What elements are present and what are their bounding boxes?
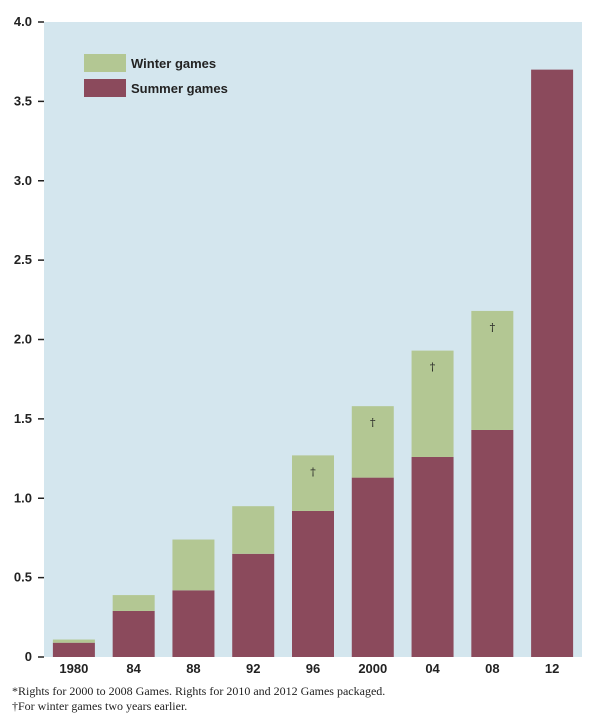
bar-winter-games: [52, 639, 95, 643]
x-tick-label: 04: [425, 661, 440, 676]
bar-summer-games: [112, 610, 155, 657]
bar-summer-games: [531, 69, 574, 657]
dagger-annotation: †: [370, 416, 376, 429]
footnote-winter: †For winter games two years earlier.: [12, 699, 188, 713]
footnote-rights: *Rights for 2000 to 2008 Games. Rights f…: [12, 684, 386, 698]
bar-winter-games: [292, 455, 334, 511]
footnotes: *Rights for 2000 to 2008 Games. Rights f…: [12, 684, 582, 714]
legend-swatch: [84, 54, 126, 72]
y-tick-label: 3.5: [14, 93, 32, 108]
bar-winter-games: [112, 595, 155, 611]
dagger-annotation: †: [310, 465, 316, 478]
bar-summer-games: [292, 510, 334, 657]
legend-label: Summer games: [131, 81, 228, 96]
bar-summer-games: [351, 477, 394, 657]
x-tick-label: 92: [246, 661, 260, 676]
bar-summer-games: [471, 429, 514, 657]
x-tick-label: 1980: [59, 661, 88, 676]
bar-summer-games: [172, 590, 215, 657]
bar-winter-games: [471, 310, 514, 430]
bar-summer-games: [232, 553, 275, 657]
x-tick-label: 84: [126, 661, 141, 676]
legend-swatch: [84, 79, 126, 97]
dagger-annotation: †: [430, 361, 436, 374]
bar-summer-games: [52, 642, 95, 657]
bar-summer-games: [411, 456, 454, 657]
y-tick-label: 1.5: [14, 411, 32, 426]
annotations: † † † †: [310, 321, 495, 478]
bars: [52, 69, 574, 657]
y-tick-label: 1.0: [14, 490, 32, 505]
x-tick-label: 96: [306, 661, 320, 676]
bar-winter-games: [351, 406, 394, 478]
x-tick-label: 12: [545, 661, 559, 676]
x-tick-label: 08: [485, 661, 499, 676]
x-axis-labels: 1980 84 88 92 96 2000 04 08 12: [59, 661, 559, 676]
x-tick-label: 2000: [358, 661, 387, 676]
chart: 0 0.5 1.0 1.5 2.0 2.5 3.0 3.5 4.0 † † † † 1980 84 88 9…: [14, 14, 582, 676]
x-tick-label: 88: [186, 661, 200, 676]
y-tick-label: 2.0: [14, 332, 32, 347]
dagger-annotation: †: [490, 321, 496, 334]
bar-winter-games: [411, 350, 454, 457]
bar-winter-games: [232, 506, 275, 554]
y-tick-label: 2.5: [14, 252, 32, 267]
y-tick-label: 0.5: [14, 570, 32, 585]
legend-label: Winter games: [131, 56, 216, 71]
y-tick-label: 3.0: [14, 173, 32, 188]
y-tick-label: 4.0: [14, 14, 32, 29]
y-tick-label: 0: [25, 649, 32, 664]
legend: Winter games Summer games: [84, 54, 228, 97]
y-axis: 0 0.5 1.0 1.5 2.0 2.5 3.0 3.5 4.0: [14, 14, 44, 664]
bar-winter-games: [172, 539, 215, 591]
